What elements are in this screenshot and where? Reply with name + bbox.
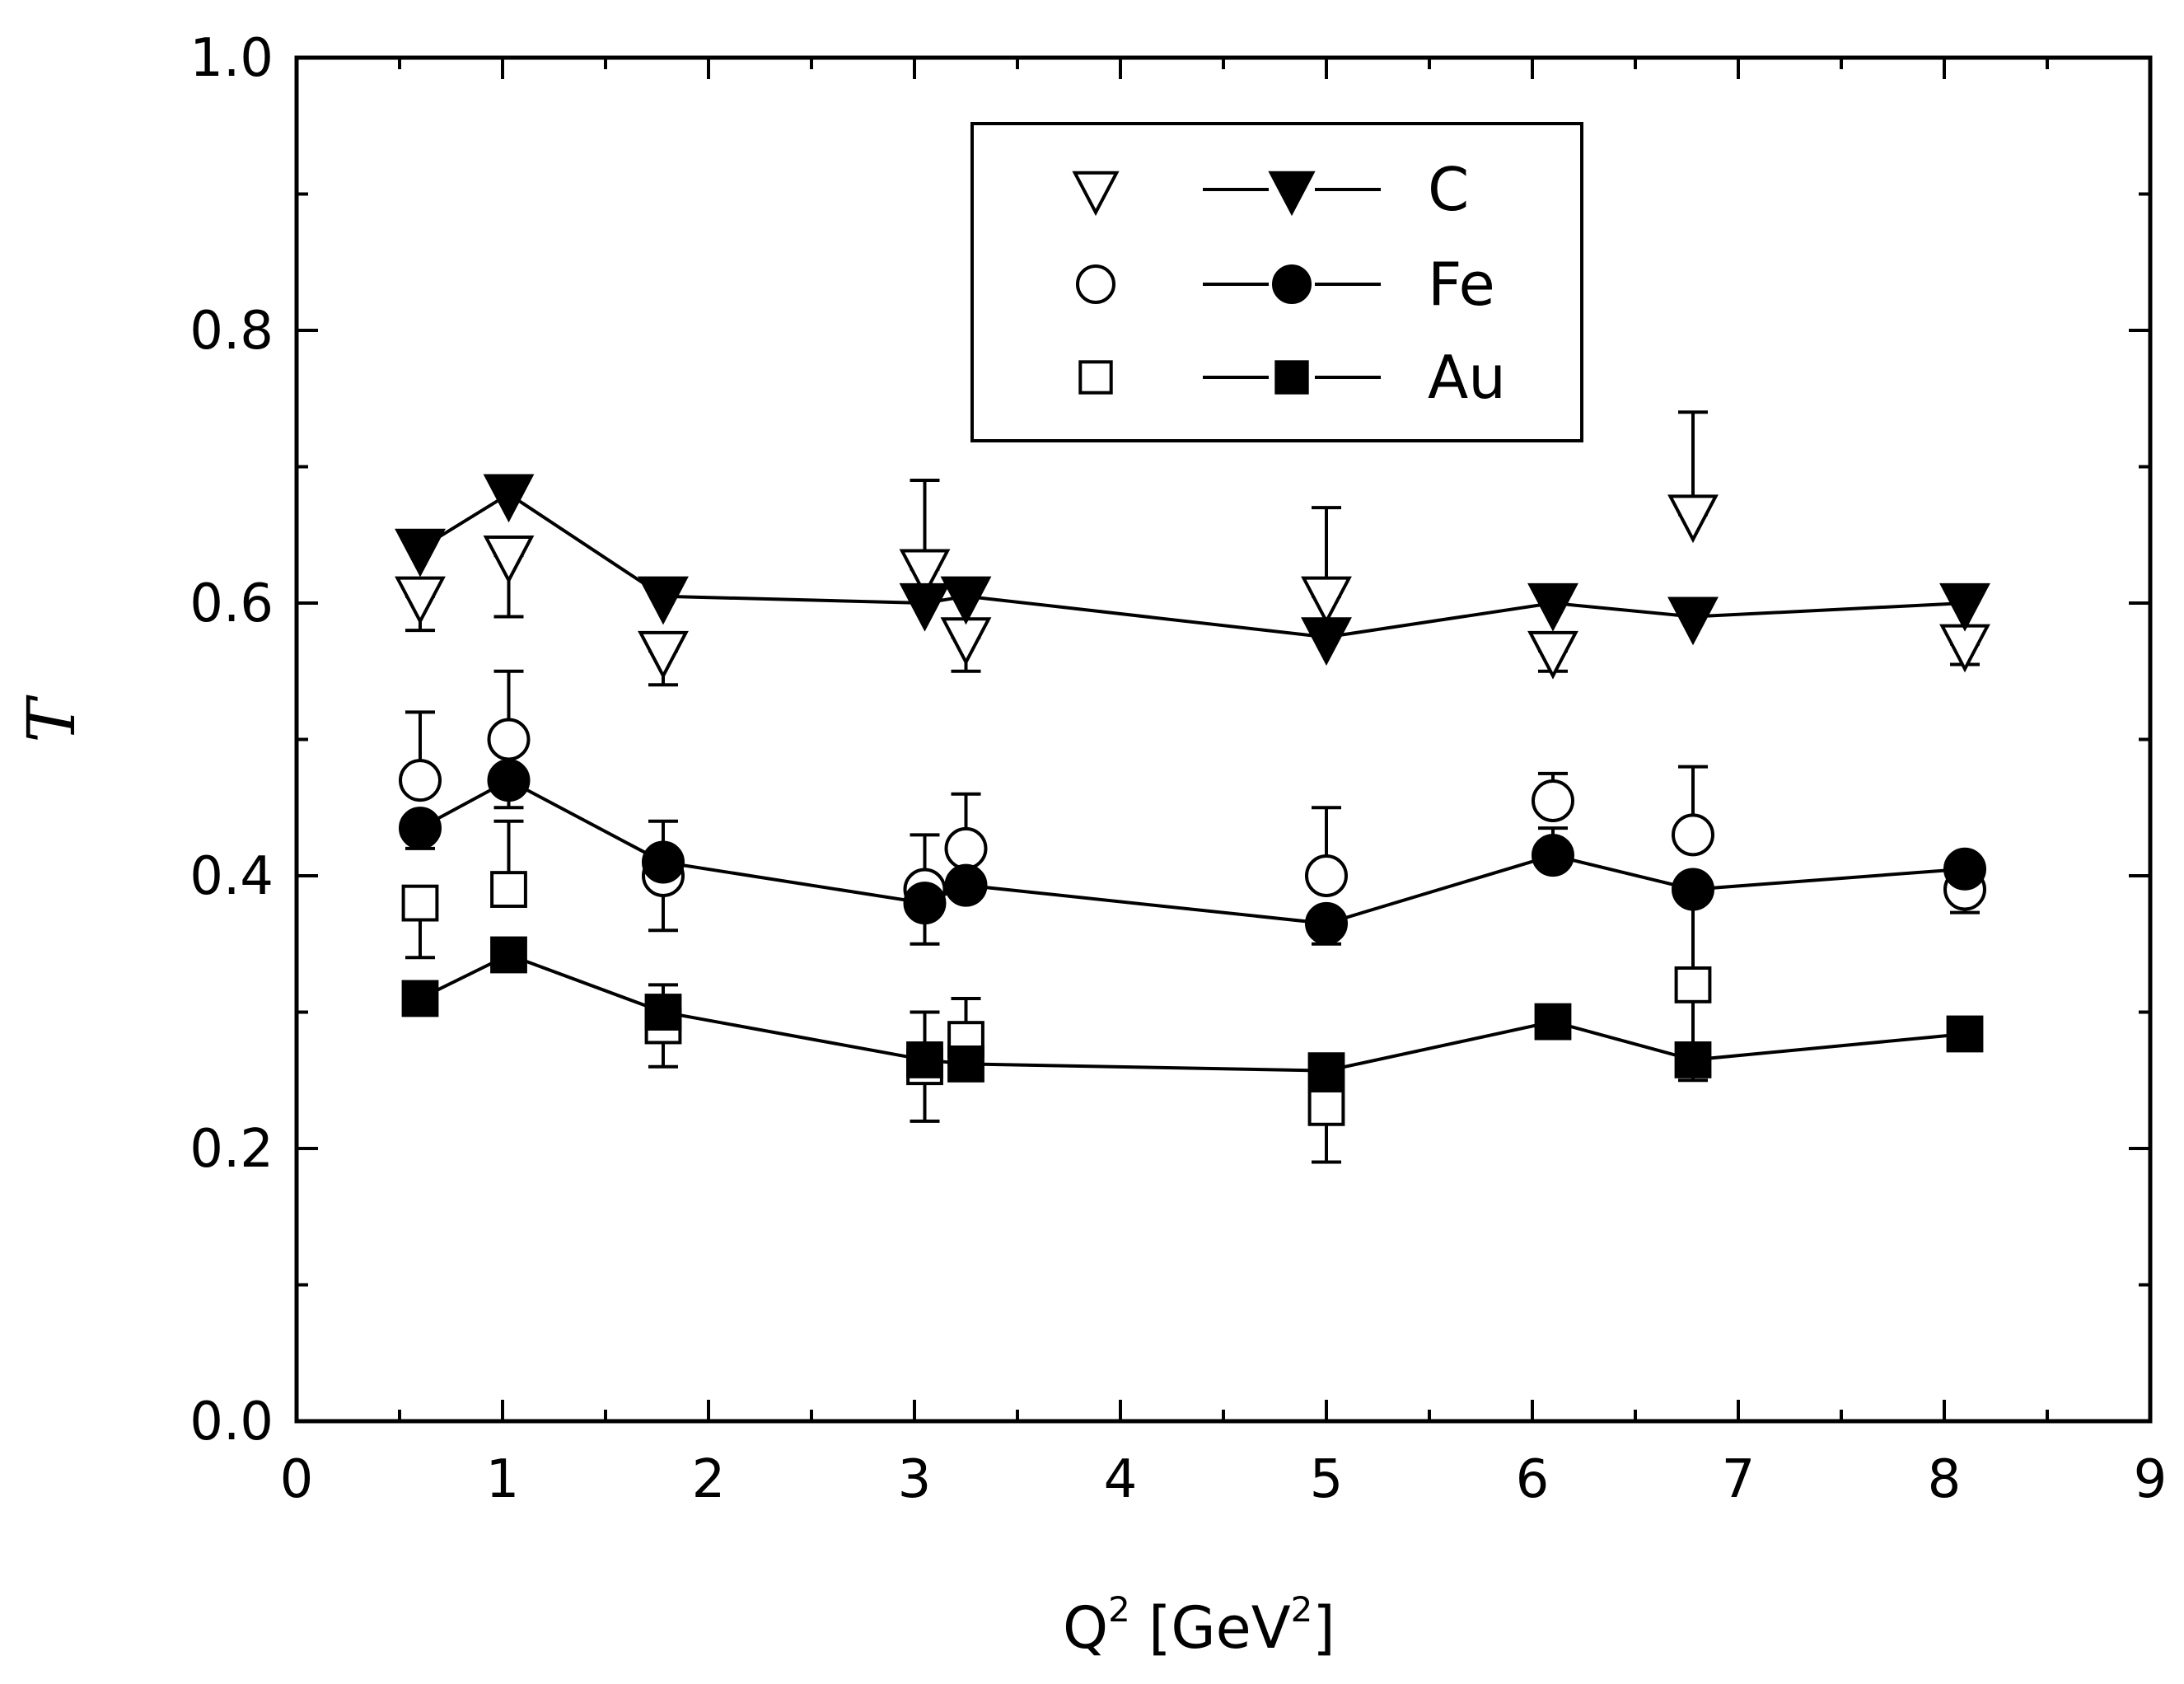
series-line-C (419, 492, 1966, 639)
legend-open-marker (1078, 360, 1113, 395)
data-point-Au-filled (1946, 1015, 1984, 1053)
data-point-Fe-open (944, 826, 988, 870)
x-tick-label: 2 (692, 1449, 726, 1510)
x-axis-title: Q2 [GeV2] (1063, 1589, 1335, 1662)
y-tick-label: 0.0 (189, 1392, 274, 1452)
legend-filled-marker (1268, 171, 1316, 217)
data-point-Au-filled (644, 994, 682, 1031)
legend-filled-marker (1272, 264, 1312, 304)
markers-Au-open (401, 871, 1712, 1126)
data-point-C-open (940, 617, 992, 667)
x-tick-label: 7 (1722, 1449, 1756, 1510)
data-point-Fe-filled (399, 807, 442, 850)
markers-Fe-filled (399, 759, 1986, 945)
data-point-Au-open (1674, 966, 1712, 1003)
y-tick-label: 0.4 (189, 846, 274, 907)
x-axis-title-unit-sup: 2 (1291, 1589, 1313, 1630)
x-tick-label: 9 (2134, 1449, 2168, 1510)
data-point-Fe-filled (1943, 847, 1986, 891)
data-point-C-filled (1939, 582, 1990, 632)
data-point-C-open (899, 549, 951, 598)
data-point-Au-filled (1307, 1052, 1345, 1090)
y-tick-label: 0.6 (189, 573, 274, 634)
data-point-Au-open (401, 884, 439, 922)
data-point-Fe-open (1672, 813, 1714, 857)
x-axis-title-main: Q (1063, 1594, 1108, 1662)
data-point-Au-open (1307, 1088, 1345, 1126)
markers-Au-filled (401, 936, 1984, 1090)
y-axis-title: T (13, 695, 90, 743)
x-axis-title-unit-end: ] (1312, 1594, 1335, 1662)
data-point-C-filled (940, 576, 992, 625)
data-point-Fe-filled (1305, 901, 1348, 945)
data-point-C-filled (1667, 596, 1719, 646)
legend-filled-marker (1274, 360, 1309, 395)
data-point-C-filled (638, 576, 689, 625)
markers-C-filled (395, 474, 1990, 667)
legend-entry-C: C (1072, 155, 1469, 224)
data-point-C-filled (899, 582, 951, 632)
y-tick-label: 0.8 (189, 301, 274, 362)
data-point-Fe-open (399, 759, 442, 802)
legend-entry-Fe: Fe (1076, 250, 1495, 319)
data-point-C-filled (1527, 582, 1578, 632)
data-point-Fe-open (1305, 854, 1348, 897)
data-point-C-open (638, 630, 689, 680)
x-axis-title-unit: [GeV (1130, 1594, 1291, 1662)
markers-Fe-open (399, 718, 1986, 911)
data-point-Au-filled (490, 936, 527, 974)
markers-C-open (395, 494, 1990, 680)
data-point-Fe-open (487, 718, 531, 761)
data-point-Au-filled (1674, 1041, 1712, 1078)
data-point-Fe-filled (1532, 834, 1574, 877)
data-point-Fe-filled (944, 863, 988, 907)
plot-area (395, 410, 1990, 1164)
series-C-filled (419, 492, 1966, 639)
data-point-Au-filled (947, 1045, 984, 1083)
data-point-Fe-open (1532, 779, 1574, 822)
legend-open-marker (1076, 264, 1115, 304)
series-Fe-filled (405, 778, 1966, 946)
series-Fe-open (405, 669, 1980, 946)
x-axis-title-sup: 2 (1108, 1589, 1130, 1630)
data-point-C-open (483, 535, 535, 584)
data-point-Fe-filled (1672, 868, 1714, 911)
legend-open-marker (1072, 171, 1120, 217)
legend-label-Fe: Fe (1428, 250, 1495, 319)
y-tick-label: 0.2 (189, 1119, 274, 1180)
x-tick-label: 3 (898, 1449, 932, 1510)
series-Au-open (405, 819, 1708, 1164)
x-tick-label: 5 (1310, 1449, 1344, 1510)
data-point-Fe-filled (487, 759, 531, 802)
data-point-C-open (1527, 630, 1578, 680)
data-point-Au-filled (401, 980, 439, 1017)
data-point-C-filled (395, 528, 446, 578)
x-tick-label: 4 (1104, 1449, 1138, 1510)
data-point-C-open (1667, 494, 1719, 544)
data-point-C-open (395, 576, 446, 625)
x-tick-label: 8 (1928, 1449, 1962, 1510)
x-tick-label: 0 (280, 1449, 314, 1510)
axes: 0 1 2 3 4 5 6 7 8 9 0.0 0.2 0.4 0.6 0.8 1.0 (189, 28, 2167, 1510)
data-point-Au-filled (1534, 1003, 1572, 1041)
data-point-C-open (1301, 576, 1352, 625)
data-point-C-open (1939, 624, 1990, 673)
data-point-Fe-filled (642, 840, 685, 884)
data-point-Au-open (490, 871, 527, 908)
x-tick-label: 1 (486, 1449, 520, 1510)
x-tick-label: 6 (1516, 1449, 1550, 1510)
legend-label-C: C (1428, 155, 1469, 224)
data-point-C-filled (483, 474, 535, 523)
y-tick-label: 1.0 (189, 28, 274, 89)
series-C-open (405, 410, 1980, 687)
data-point-C-filled (1301, 617, 1352, 667)
legend: C Fe Au (970, 122, 1583, 442)
data-point-Au-filled (906, 1041, 943, 1078)
data-point-Fe-filled (903, 882, 947, 925)
legend-label-Au: Au (1428, 343, 1506, 412)
legend-entry-Au: Au (1078, 343, 1506, 412)
